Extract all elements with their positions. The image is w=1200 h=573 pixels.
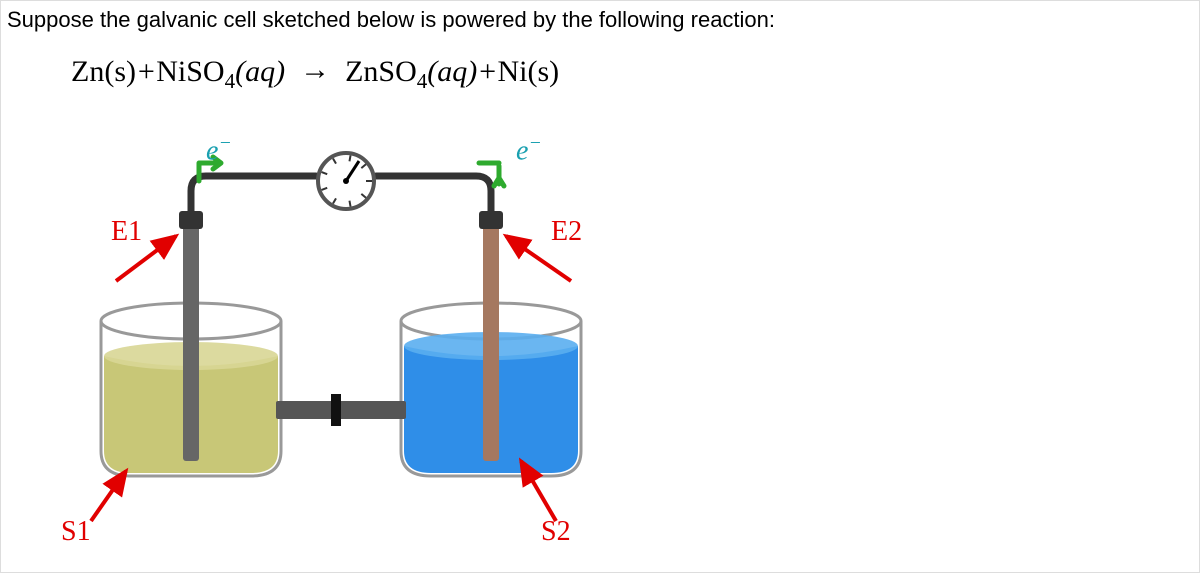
electron-label-right: e− xyxy=(516,133,542,167)
label-e2: E2 xyxy=(551,216,582,248)
label-e1: E1 xyxy=(111,216,142,248)
label-s1: S1 xyxy=(61,516,91,548)
cell-svg xyxy=(61,151,681,551)
reaction-equation: Zn(s)+NiSO4(aq) → ZnSO4(aq)+Ni(s) xyxy=(71,55,559,94)
label-s2: S2 xyxy=(541,516,571,548)
prompt-text: Suppose the galvanic cell sketched below… xyxy=(7,7,775,33)
electron-label-left: e− xyxy=(206,133,232,167)
galvanic-cell-diagram: e− e− E1 E2 S1 S2 xyxy=(61,151,681,551)
